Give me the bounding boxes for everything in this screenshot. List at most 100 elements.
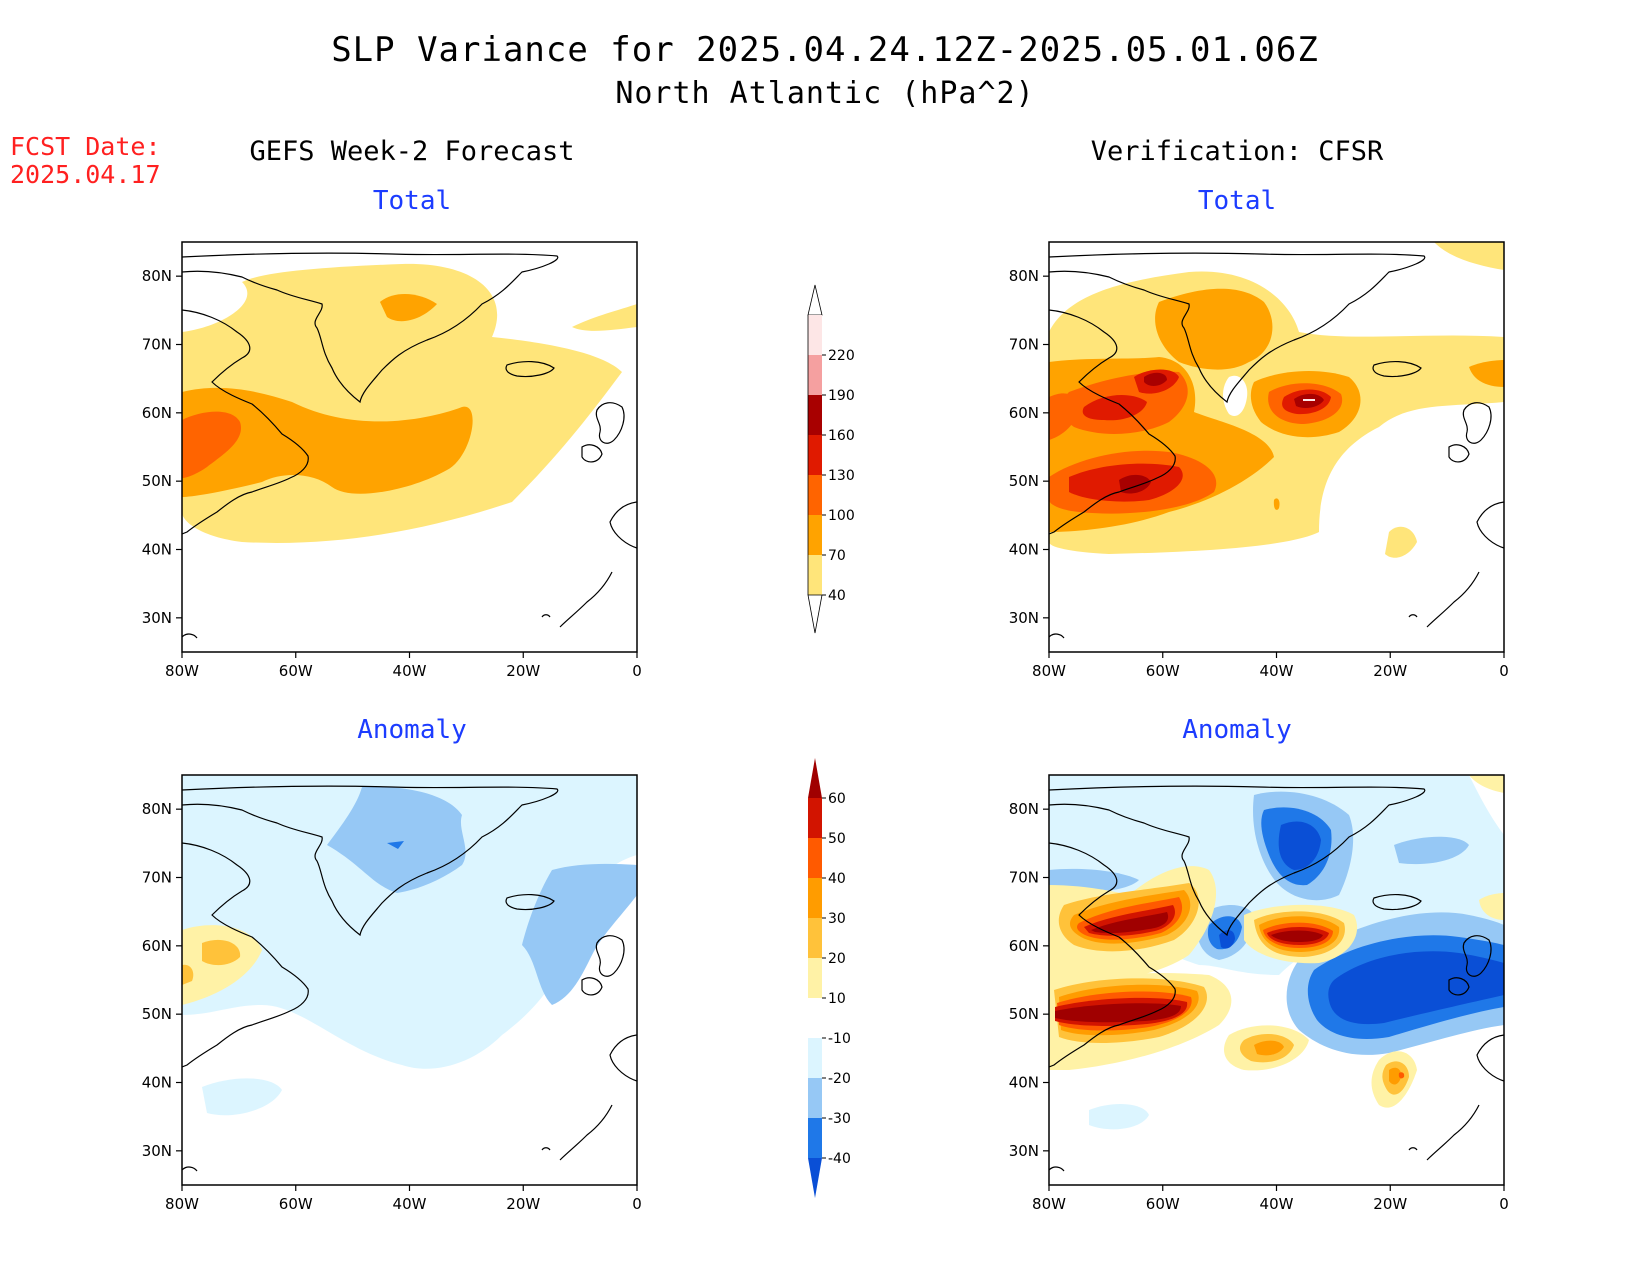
lon-tick-label: 80W xyxy=(1032,662,1066,680)
contour-fill xyxy=(1055,1003,1181,1023)
lat-tick-label: 70N xyxy=(142,869,172,887)
main-title: SLP Variance for 2025.04.24.12Z-2025.05.… xyxy=(331,30,1319,70)
contour-fill xyxy=(1271,930,1323,942)
contour-fill xyxy=(182,387,473,497)
lat-tick-label: 50N xyxy=(1009,1005,1039,1023)
colorbar-label: 130 xyxy=(828,468,855,484)
lon-tick-label: 20W xyxy=(506,662,540,680)
colorbar-box xyxy=(808,1078,822,1118)
lon-tick-label: 40W xyxy=(1260,662,1294,680)
lat-tick-label: 60N xyxy=(142,404,172,422)
colorbar-label: -30 xyxy=(828,1111,851,1127)
fcst-date-label: FCST Date: xyxy=(10,132,161,161)
contour-fill xyxy=(1219,930,1235,949)
contour-fill xyxy=(182,775,637,1069)
lat-tick-label: 40N xyxy=(142,1074,172,1092)
lat-tick-label: 60N xyxy=(142,937,172,955)
contour-fill xyxy=(1394,836,1469,865)
lon-tick-label: 60W xyxy=(279,1195,313,1213)
colorbar-label: -10 xyxy=(828,1031,851,1047)
lat-tick-label: 80N xyxy=(142,800,172,818)
contour-fill xyxy=(1273,498,1280,510)
forecast-anomaly-title: Anomaly xyxy=(357,715,467,745)
verification-total-map: 80N 70N 60N 50N 40N 30N 80W 60W 40W 20W 0 xyxy=(1009,241,1509,680)
contour-fill xyxy=(1254,1040,1284,1056)
contour-fill xyxy=(1469,360,1504,387)
colorbar-label: 220 xyxy=(828,348,855,364)
lat-tick-label: 30N xyxy=(1009,1142,1039,1160)
lon-tick-label: 0 xyxy=(632,1195,642,1213)
colorbar-box xyxy=(808,958,822,998)
lat-tick-label: 70N xyxy=(142,336,172,354)
lat-tick-label: 60N xyxy=(1009,937,1039,955)
right-column-title: Verification: CFSR xyxy=(1090,136,1384,167)
lat-tick-label: 40N xyxy=(1009,541,1039,559)
contour-fill xyxy=(1389,1067,1402,1085)
colorbar-label: 70 xyxy=(828,548,846,564)
left-column-title: GEFS Week-2 Forecast xyxy=(249,136,575,167)
lon-tick-label: 40W xyxy=(393,1195,427,1213)
lon-tick-label: 80W xyxy=(1032,1195,1066,1213)
contour-fill xyxy=(1223,375,1248,417)
colorbar-top-triangle xyxy=(808,758,822,798)
lat-tick-label: 40N xyxy=(142,541,172,559)
contour-fill xyxy=(1089,1103,1149,1130)
contour-fill xyxy=(327,786,466,893)
lat-tick-label: 70N xyxy=(1009,336,1039,354)
forecast-total-title: Total xyxy=(372,186,452,216)
colorbar-label: -40 xyxy=(828,1151,851,1167)
lon-tick-label: 20W xyxy=(1373,662,1407,680)
colorbar-box xyxy=(808,878,822,918)
colorbar-box xyxy=(808,315,822,355)
colorbar-label: 40 xyxy=(828,588,846,604)
contour-fill xyxy=(1479,893,1504,920)
colorbar-label: 190 xyxy=(828,388,855,404)
colorbar-box xyxy=(808,1118,822,1158)
lon-tick-label: 20W xyxy=(1373,1195,1407,1213)
contour-fill xyxy=(1303,399,1315,401)
contour-fill xyxy=(1385,526,1417,558)
lon-tick-label: 0 xyxy=(1499,1195,1509,1213)
colorbar-label: 20 xyxy=(828,951,846,967)
lon-tick-label: 60W xyxy=(1146,662,1180,680)
contour-fill xyxy=(1155,288,1273,370)
contour-fill xyxy=(202,939,241,966)
colorbar-top-triangle xyxy=(807,284,823,316)
verification-anomaly-map: 80N 70N 60N 50N 40N 30N 80W 60W 40W 20W 0 xyxy=(1009,774,1509,1213)
colorbar-label: 30 xyxy=(828,911,846,927)
colorbar-box xyxy=(808,918,822,958)
contour-fill xyxy=(1469,775,1504,793)
contour-fill xyxy=(1144,372,1167,386)
lon-tick-label: 40W xyxy=(393,662,427,680)
contour-fill xyxy=(1398,1072,1405,1079)
lon-tick-label: 0 xyxy=(1499,662,1509,680)
contour-fill xyxy=(572,304,637,331)
contour-fill xyxy=(1328,951,1504,1025)
lat-tick-label: 50N xyxy=(1009,472,1039,490)
lat-tick-label: 80N xyxy=(1009,267,1039,285)
colorbar-bottom-triangle xyxy=(808,1158,822,1198)
colorbar-label: -20 xyxy=(828,1071,851,1087)
contour-fill xyxy=(1049,393,1078,440)
lat-tick-label: 40N xyxy=(1009,1074,1039,1092)
anomaly-colorbar: -40 -30 -20 -10 10 20 30 40 50 60 xyxy=(808,758,851,1198)
lon-tick-label: 80W xyxy=(165,662,199,680)
colorbar-box xyxy=(808,555,822,595)
colorbar-box xyxy=(808,435,822,475)
lat-tick-label: 70N xyxy=(1009,869,1039,887)
colorbar-box xyxy=(808,395,822,435)
lon-tick-label: 20W xyxy=(506,1195,540,1213)
colorbar-label: 60 xyxy=(828,791,846,807)
contour-fill xyxy=(182,964,194,985)
lat-tick-label: 50N xyxy=(142,472,172,490)
lon-tick-label: 80W xyxy=(165,1195,199,1213)
contour-fill xyxy=(182,411,242,478)
contour-fill xyxy=(1278,821,1321,870)
lon-tick-label: 60W xyxy=(1146,1195,1180,1213)
colorbar-box xyxy=(808,1038,822,1078)
verification-total-title: Total xyxy=(1197,186,1277,216)
colorbar-label: 10 xyxy=(828,991,846,1007)
contour-fill xyxy=(202,1078,282,1116)
lat-tick-label: 80N xyxy=(142,267,172,285)
colorbar-label: 100 xyxy=(828,508,855,524)
